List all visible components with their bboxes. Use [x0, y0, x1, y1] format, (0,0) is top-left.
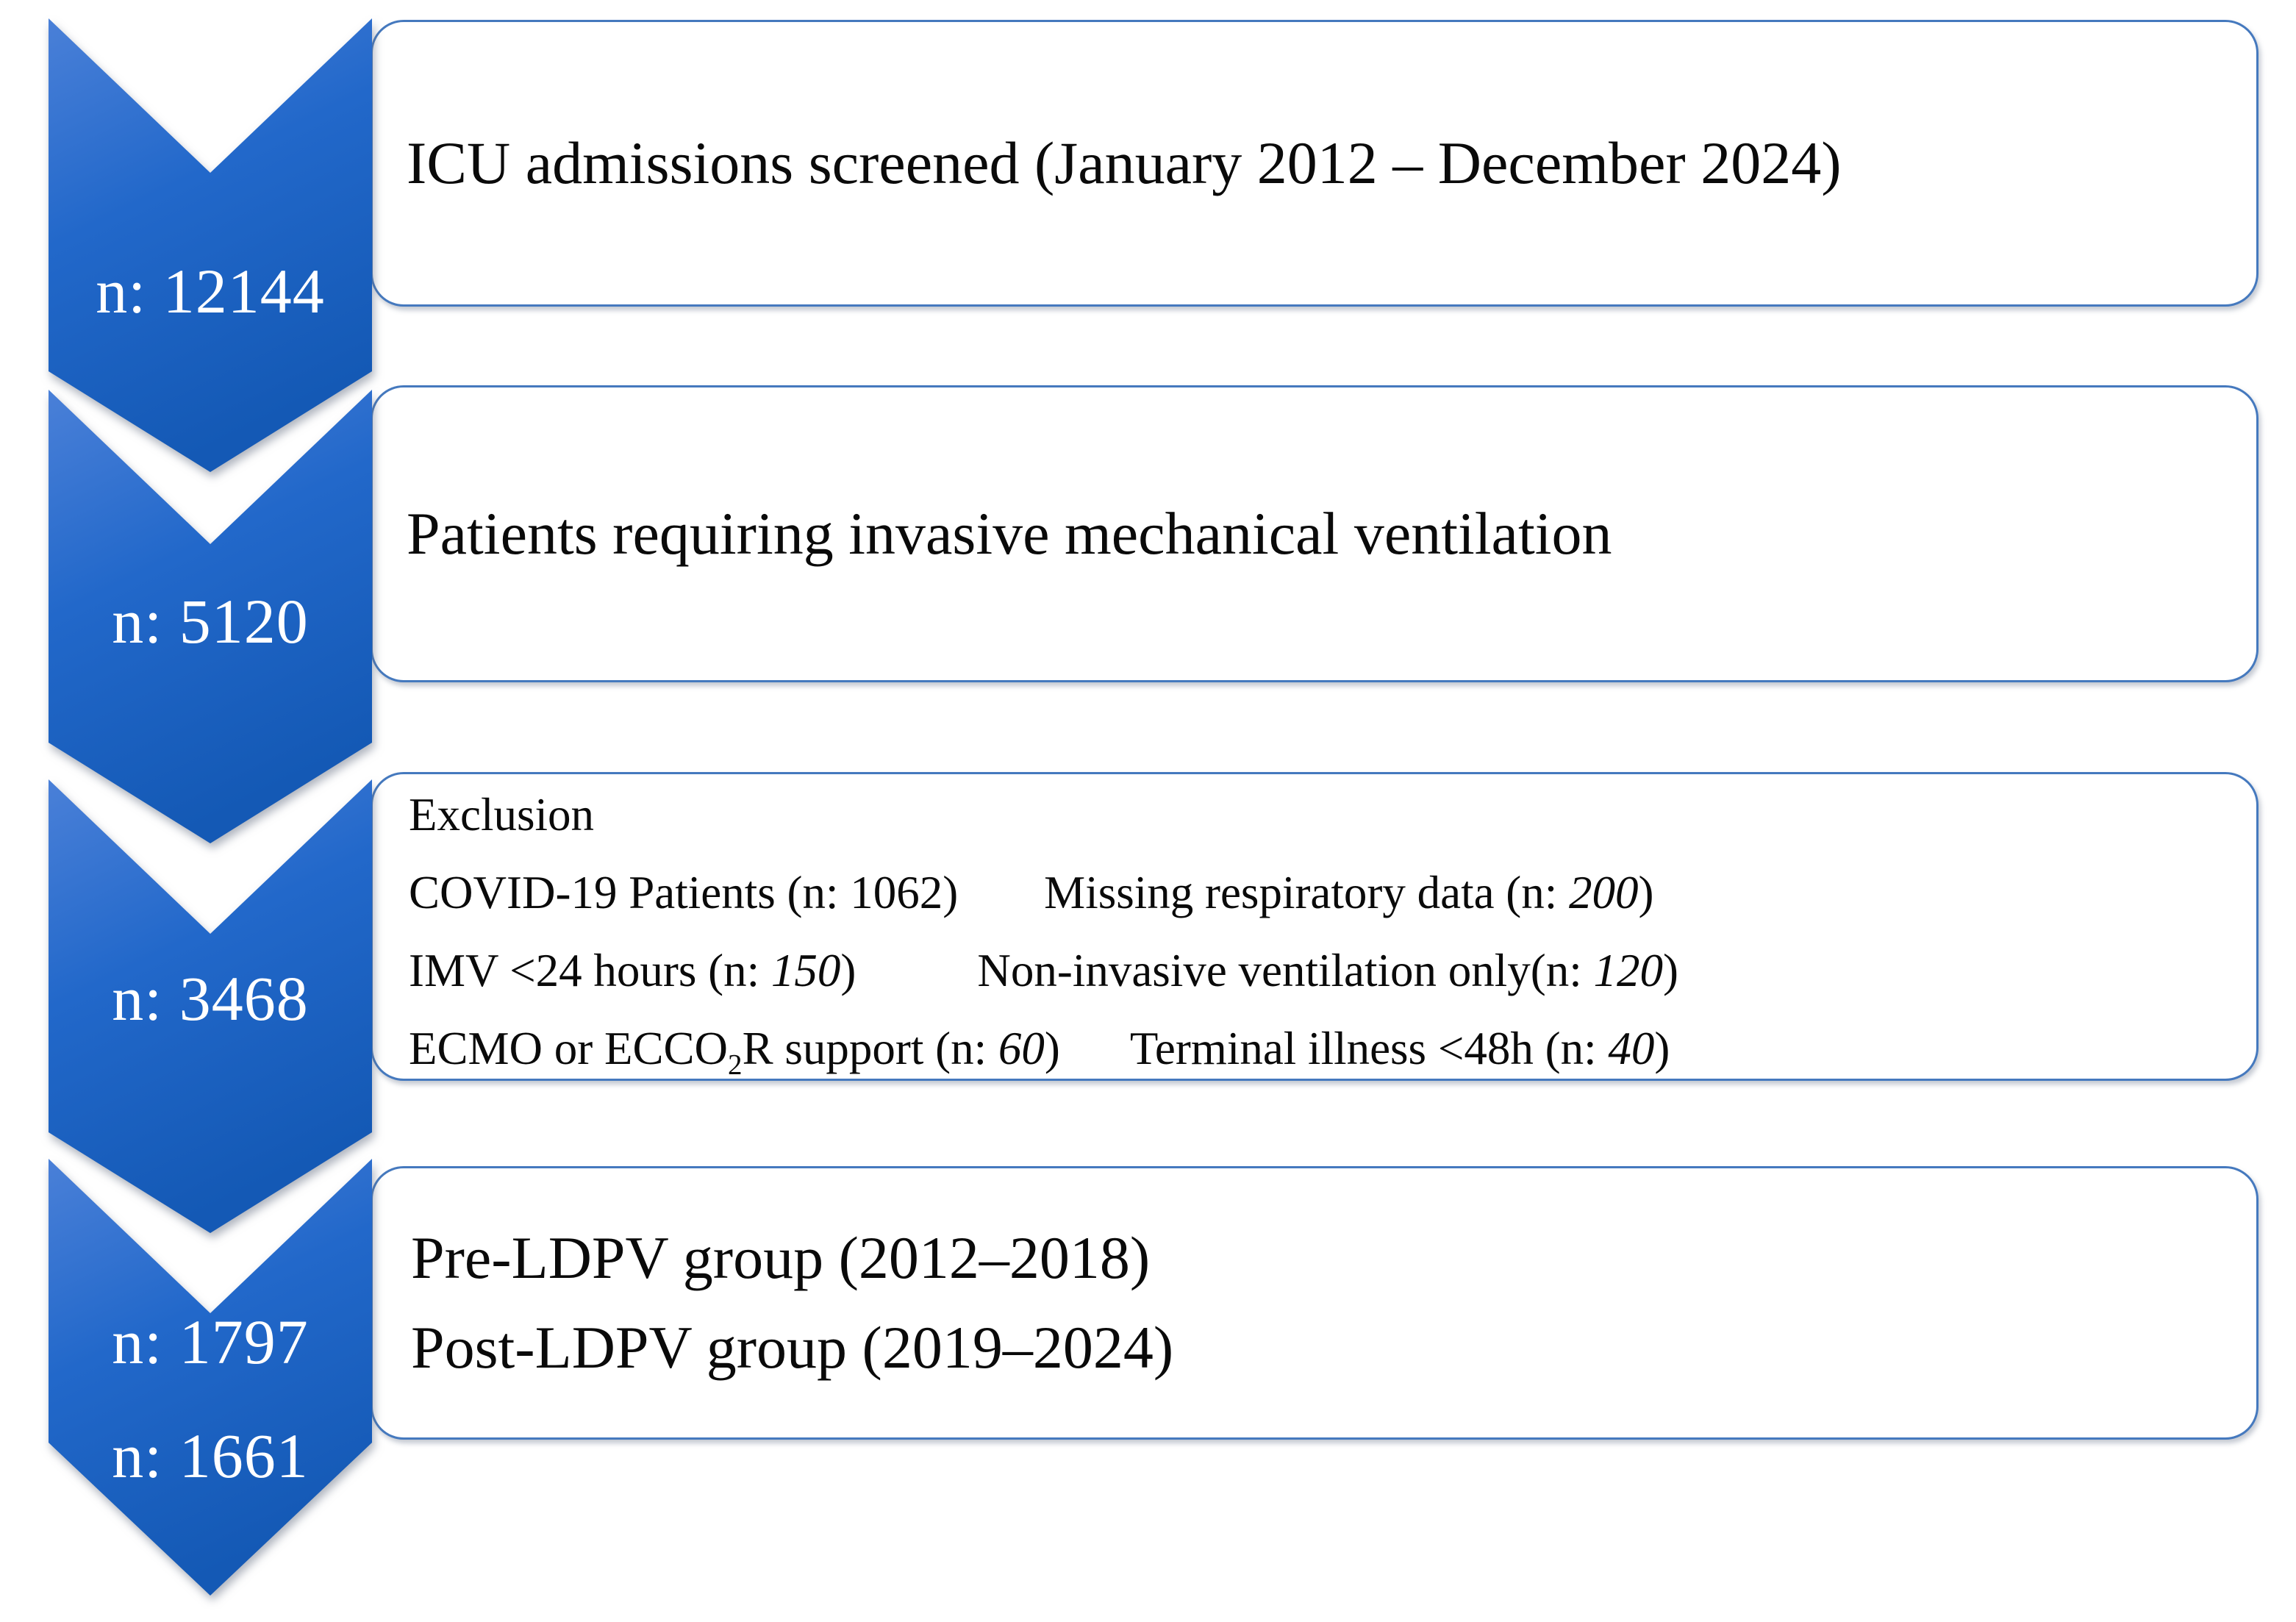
chevron-count-label-pre: n: 1797 — [112, 1307, 309, 1377]
group-post-ldpv: Post-LDPV group (2019–2024) — [411, 1314, 1174, 1381]
paren-close: ) — [1638, 867, 1654, 918]
chevron-step-1: n: 12144 — [49, 18, 372, 472]
exclusion-item-imv24: IMV <24 hours (n: — [409, 945, 771, 996]
exclusion-line-3: ECMO or ECCO2R support (n: 60) Terminal i… — [409, 1010, 2256, 1087]
group-pre-ldpv: Pre-LDPV group (2012–2018) — [411, 1224, 1151, 1291]
paren-close: ) — [1044, 1023, 1060, 1074]
exclusion-line-1: COVID-19 Patients (n: 1062) Missing respi… — [409, 854, 2256, 932]
exclusion-item-ecmo-rest: R support (n: — [742, 1023, 998, 1074]
chevron-count-label: n: 12144 — [96, 256, 325, 326]
chevron-count-label: n: 5120 — [112, 586, 309, 657]
n-value-italic: 120 — [1593, 945, 1663, 996]
flow-box-imv-patients: Patients requiring invasive mechanical v… — [371, 385, 2259, 682]
chevron-step-3: n: 3468 — [49, 779, 372, 1233]
paren-close: ) — [1662, 945, 1678, 996]
chevron-step-4: n: 1797 n: 1661 — [49, 1159, 372, 1596]
chevron-count-label-post: n: 1661 — [112, 1421, 309, 1491]
exclusion-item-covid: COVID-19 Patients (n: 1062) — [409, 867, 959, 918]
chevron-arrow-icon — [49, 779, 372, 1233]
exclusion-item-missing-data: Missing respiratory data (n: — [1044, 867, 1570, 918]
exclusion-item-ecmo: ECMO or ECCO — [409, 1023, 729, 1074]
box-text: Patients requiring invasive mechanical v… — [407, 500, 1612, 567]
chevron-arrow-icon — [49, 1159, 372, 1596]
subscript-2: 2 — [728, 1048, 743, 1081]
spacer — [1060, 1063, 1130, 1064]
n-value-italic: 150 — [770, 945, 841, 996]
chevron-arrow-icon — [49, 18, 372, 472]
n-value-italic: 60 — [998, 1023, 1045, 1074]
paren-close: ) — [1654, 1023, 1670, 1074]
spacer — [958, 907, 1044, 908]
paren-close: ) — [840, 945, 856, 996]
chevron-step-2: n: 5120 — [49, 390, 372, 843]
n-value-italic: 40 — [1608, 1023, 1655, 1074]
flow-box-exclusion: Exclusion COVID-19 Patients (n: 1062) Mis… — [371, 772, 2259, 1081]
chevron-count-label: n: 3468 — [112, 963, 309, 1034]
exclusion-title: Exclusion — [409, 789, 594, 840]
n-value-italic: 200 — [1569, 867, 1639, 918]
exclusion-line-2: IMV <24 hours (n: 150) Non-invasive venti… — [409, 932, 2256, 1010]
flow-box-icu-admissions: ICU admissions screened (January 2012 – … — [371, 20, 2259, 307]
exclusion-item-niv-only: Non-invasive ventilation only(n: — [977, 945, 1594, 996]
spacer — [856, 985, 977, 986]
exclusion-item-terminal: Terminal illness <48h (n: — [1129, 1023, 1609, 1074]
box-text: ICU admissions screened (January 2012 – … — [407, 129, 1842, 196]
flow-box-groups: Pre-LDPV group (2012–2018) Post-LDPV gro… — [371, 1166, 2259, 1440]
chevron-arrow-icon — [49, 390, 372, 843]
